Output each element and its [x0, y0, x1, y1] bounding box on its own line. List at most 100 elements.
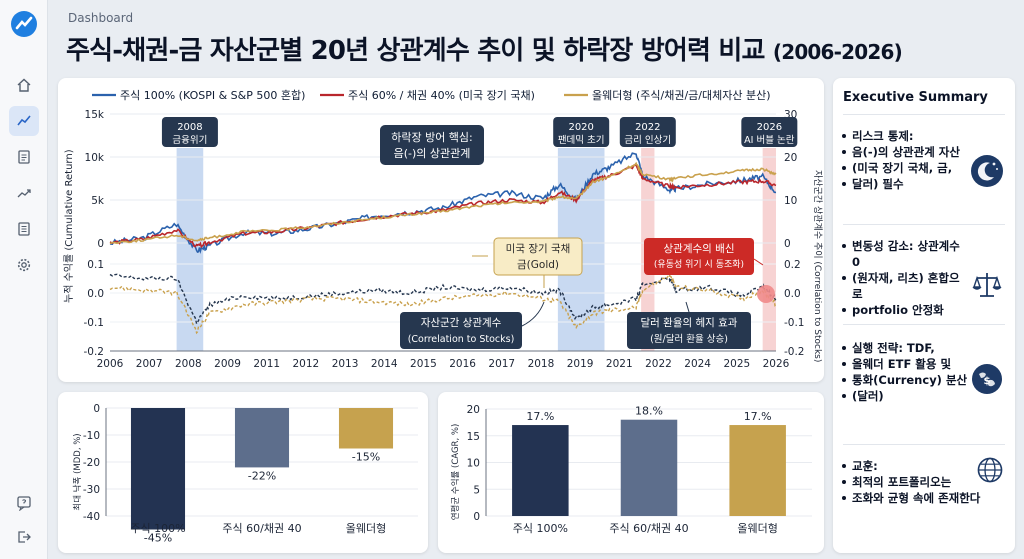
y-tick-label: 10	[467, 458, 480, 470]
summary-title: Executive Summary	[843, 90, 988, 105]
series-line-correlation_stock	[109, 273, 777, 326]
summary-divider	[843, 114, 1005, 115]
x-category-label: 올웨더형	[737, 522, 777, 535]
x-tick-label: 2007	[136, 358, 163, 370]
x-tick-label: 2026	[763, 358, 790, 370]
mdd-y-axis-label: 최대 낙폭 (MDD, %)	[72, 433, 83, 510]
summary-item-line: 올웨더 ETF 활용 및	[840, 356, 970, 372]
x-tick-label: 2008	[175, 358, 202, 370]
annotation-corr-betrayal-line1: 상관계수의 배신	[664, 243, 735, 255]
annotation-hedge-core: 하락장 방어 핵심: 음(-)의 상관관계	[380, 125, 484, 165]
bar	[620, 419, 678, 516]
mdd-bar-chart: 최대 낙폭 (MDD, %) 0 -10 -20 -30 -40 -45%주식 100% -…	[72, 403, 418, 545]
moon-stars-icon	[971, 155, 1003, 187]
bar-value-label: -45%	[144, 532, 172, 545]
page-title-text: 주식-채권-금 자산군별 20년 상관계수 추이 및 하락장 방어력 비교	[66, 36, 765, 66]
annotation-asset-correlation-line2: (Correlation to Stocks)	[408, 334, 515, 345]
executive-summary-panel: Executive Summary 리스크 통제: 음(-)의 상관관계 자산 …	[833, 78, 1015, 553]
x-tick-label: 2024	[684, 358, 711, 370]
legend-label-allweather: 올웨더형 (주식/채권/금/대체자산 분산)	[592, 89, 771, 102]
bar-value-label: -22%	[248, 469, 276, 482]
cagr-bar-chart-card: 연평균 수익률 (CAGR, %) 20 15 10 5 0 17.% 주식 100% 18.…	[438, 392, 824, 553]
x-tick-label: 2013	[332, 358, 359, 370]
bar	[729, 425, 786, 516]
event-label-name: AI 버블 논란	[744, 134, 795, 146]
cagr-y-axis-label: 연평균 수익률 (CAGR, %)	[450, 424, 461, 521]
bar-value-label: 18.%	[635, 405, 663, 418]
y-tick-label-right: 0.2	[784, 259, 801, 271]
x-category-label: 주식 100%	[130, 522, 185, 535]
annotation-corr-betrayal-line2: (유동성 위기 시 동조화)	[654, 259, 744, 270]
bar-value-label: 17.%	[526, 410, 554, 423]
y-tick-label-left: 10k	[85, 152, 105, 164]
event-label-year: 2022	[635, 122, 660, 133]
bar	[338, 408, 394, 449]
svg-text:$: $	[984, 376, 991, 387]
logo-icon[interactable]	[9, 9, 39, 39]
bar	[130, 408, 186, 530]
list-icon[interactable]	[9, 214, 39, 244]
summary-item-strategy: 실행 전략: TDF, 올웨더 ETF 활용 및 통화(Currency) 분산…	[840, 340, 1008, 404]
y-tick-label-left: 0	[97, 238, 104, 250]
y-tick-label-right: -0.1	[784, 317, 805, 329]
y-tick-label-left: 0.1	[87, 259, 104, 271]
event-label-box	[553, 117, 610, 147]
event-label-name: 팬데믹 초기	[558, 134, 605, 146]
cagr-bar-chart: 연평균 수익률 (CAGR, %) 20 15 10 5 0 17.% 주식 100% 18.…	[450, 404, 812, 535]
summary-item-lesson: 교훈: 최적의 포트폴리오는 조화와 균형 속에 존재한다	[840, 457, 1008, 506]
summary-item-line: 음(-)의 상관관계 자산	[840, 144, 970, 160]
summary-item-line: 리스크 통제:	[840, 128, 970, 144]
y-tick-label-right: 0	[784, 238, 791, 250]
x-tick-label: 2015	[410, 358, 437, 370]
home-icon[interactable]	[9, 70, 39, 100]
summary-item-line: 통화(Currency) 분산	[840, 372, 970, 388]
summary-divider	[843, 444, 1005, 445]
summary-item-line: portfolio 안정화	[840, 302, 970, 318]
summary-item-line: 달러) 필수	[840, 176, 970, 192]
summary-item-volatility: 변동성 감소: 상관계수 0 (원자재, 리츠) 혼합으로 portfolio …	[840, 238, 1008, 318]
series-line-correlation_gold	[109, 272, 777, 335]
event-label-year: 2008	[177, 122, 202, 133]
summary-item-line: 변동성 감소: 상관계수 0	[840, 238, 970, 270]
y-axis-label-right: 자산군간 상관계수 추이 (Correlation to Stocks)	[812, 170, 824, 362]
summary-item-risk-control: 리스크 통제: 음(-)의 상관관계 자산 (미국 장기 국채, 금, 달러) …	[840, 128, 1008, 192]
summary-divider	[843, 324, 1005, 325]
x-tick-label: 2014	[371, 358, 398, 370]
series-line-balanced	[109, 164, 777, 249]
scales-icon	[972, 273, 1002, 297]
event-label-year: 2026	[757, 122, 782, 133]
y-tick-label-left: -0.2	[84, 346, 105, 358]
y-tick-label: 15	[467, 431, 480, 443]
trend-icon[interactable]	[9, 178, 39, 208]
document-icon[interactable]	[9, 142, 39, 172]
event-label-box	[619, 117, 676, 147]
x-tick-label: 2017	[488, 358, 515, 370]
annotation-asset-correlation: 자산군간 상관계수 (Correlation to Stocks)	[400, 301, 545, 349]
y-tick-label-left: -0.1	[84, 317, 105, 329]
annotation-corr-betrayal: 상관계수의 배신 (유동성 위기 시 동조화)	[644, 238, 775, 303]
nav-rail	[0, 0, 48, 559]
x-tick-label: 2022	[645, 358, 672, 370]
settings-icon[interactable]	[9, 250, 39, 280]
y-tick-label-left: 0.0	[87, 288, 104, 300]
summary-divider	[843, 224, 1005, 225]
y-tick-label: 20	[467, 404, 480, 416]
y-axis-label-left: 누적 수익률 (Cumulative Return)	[63, 149, 75, 303]
y-tick-label-right: 20	[784, 152, 797, 164]
breadcrumb[interactable]: Dashboard	[68, 11, 134, 25]
help-icon[interactable]	[9, 488, 39, 518]
x-category-label: 주식 60/채권 40	[609, 522, 688, 535]
event-label-year: 2020	[568, 122, 593, 133]
logout-icon[interactable]	[9, 522, 39, 552]
y-tick-label: 0	[473, 511, 480, 523]
y-tick-label: 5	[473, 484, 480, 496]
page-title: 주식-채권-금 자산군별 20년 상관계수 추이 및 하락장 방어력 비교 (2…	[66, 30, 903, 67]
cumulative-return-chart: 주식 100% (KOSPI & S&P 500 혼합) 주식 60% / 채권…	[63, 89, 824, 370]
annotation-fx-hedge-line1: 달러 환율의 헤지 효과	[641, 316, 738, 329]
bar	[512, 425, 569, 516]
chart-icon[interactable]	[9, 106, 39, 136]
event-label-name: 금리 인상기	[624, 135, 671, 146]
summary-item-line: 교훈:	[840, 458, 970, 474]
annotation-hedge-core-line1: 하락장 방어 핵심:	[391, 130, 473, 144]
bar-value-label: 17.%	[744, 410, 772, 423]
